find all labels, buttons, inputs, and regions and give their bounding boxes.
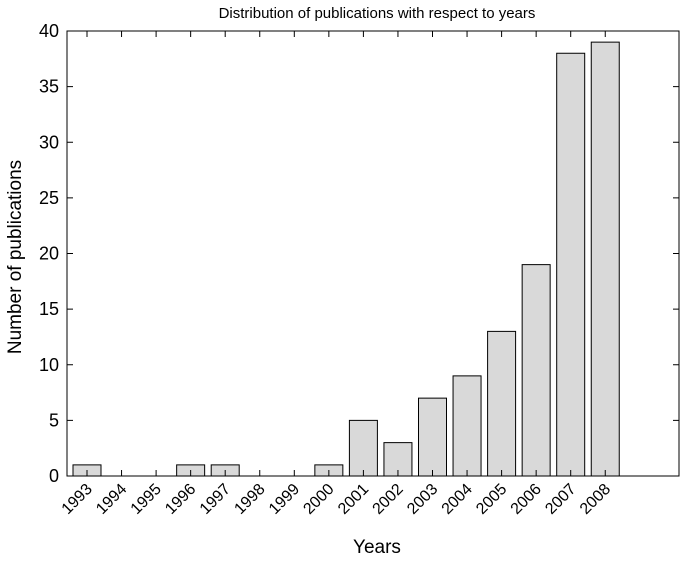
- bars-group: [72, 41, 620, 477]
- x-tick-label-1999: 1999: [266, 481, 303, 518]
- x-tick-label-1993: 1993: [59, 481, 96, 518]
- y-tick-label-10: 10: [39, 355, 59, 375]
- bar-2006: [521, 264, 551, 477]
- y-tick-label-0: 0: [49, 466, 59, 486]
- y-tick-label-25: 25: [39, 188, 59, 208]
- x-tick-label-2003: 2003: [404, 481, 441, 518]
- x-tick-label-2000: 2000: [300, 481, 337, 518]
- x-tick-label-1996: 1996: [162, 481, 199, 518]
- plot-area-frame: [66, 30, 680, 477]
- y-tick-label-5: 5: [49, 410, 59, 430]
- x-axis-label: Years: [353, 537, 401, 558]
- y-tick-label-15: 15: [39, 299, 59, 319]
- y-tick-label-30: 30: [39, 132, 59, 152]
- bar-2004: [452, 375, 482, 477]
- y-tick-label-40: 40: [39, 21, 59, 41]
- chart-title: Distribution of publications with respec…: [219, 5, 536, 22]
- x-tick-label-1997: 1997: [197, 481, 234, 518]
- bar-2007: [556, 52, 586, 477]
- bar-2003: [418, 397, 447, 477]
- bar-2008: [590, 41, 620, 477]
- x-tick-label-1994: 1994: [93, 481, 130, 518]
- bar-2005: [487, 330, 517, 477]
- y-tick-label-35: 35: [39, 77, 59, 97]
- x-tick-label-2002: 2002: [370, 481, 407, 518]
- x-tick-label-1995: 1995: [128, 481, 165, 518]
- x-tick-label-2005: 2005: [473, 481, 510, 518]
- x-tick-label-2007: 2007: [542, 481, 579, 518]
- x-tick-label-2008: 2008: [577, 481, 614, 518]
- y-tick-label-20: 20: [39, 244, 59, 264]
- x-tick-label-2006: 2006: [508, 481, 545, 518]
- y-axis-label: Number of publications: [5, 160, 26, 354]
- x-tick-label-2001: 2001: [335, 481, 372, 518]
- bar-2001: [348, 419, 378, 477]
- x-tick-label-2004: 2004: [439, 481, 476, 518]
- y-axis-ticks: 0 5 10 15 20 25 30 35 40: [39, 21, 679, 486]
- x-tick-label-1998: 1998: [231, 481, 268, 518]
